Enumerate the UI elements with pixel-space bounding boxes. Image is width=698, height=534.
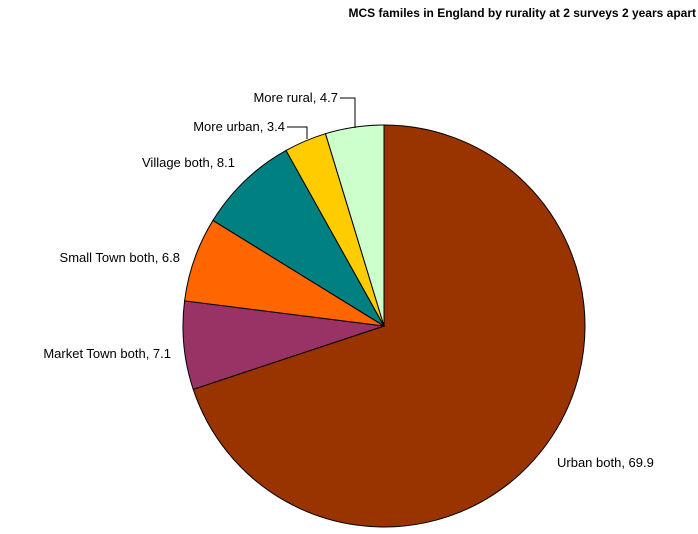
slice-label-market-town-both: Market Town both, 7.1	[43, 346, 171, 361]
pie-slice-village-both	[212, 149, 386, 328]
slice-label-village-both: Village both, 8.1	[142, 155, 235, 170]
slice-labels: Urban both, 69.9 Market Town both, 7.1 Sma…	[43, 90, 654, 470]
chart-title: MCS familes in England by rurality at 2 …	[349, 6, 696, 20]
slice-label-urban-both: Urban both, 69.9	[557, 455, 654, 470]
pie-slice-more-rural	[324, 124, 385, 327]
pie-slice-urban-both	[192, 124, 586, 528]
leader-line-more-urban	[287, 126, 308, 139]
leader-line-more-rural	[340, 97, 356, 128]
slice-label-small-town-both: Small Town both, 6.8	[60, 250, 180, 265]
leader-lines	[287, 97, 356, 139]
pie-slices	[182, 124, 586, 528]
slice-label-more-rural: More rural, 4.7	[253, 90, 338, 105]
slice-label-more-urban: More urban, 3.4	[193, 119, 285, 134]
